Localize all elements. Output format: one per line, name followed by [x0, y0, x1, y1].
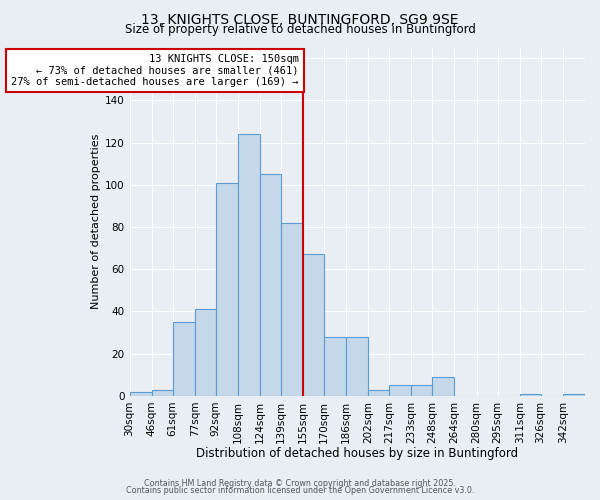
Bar	[368, 390, 389, 396]
Text: 13 KNIGHTS CLOSE: 150sqm
← 73% of detached houses are smaller (461)
27% of semi-: 13 KNIGHTS CLOSE: 150sqm ← 73% of detach…	[11, 54, 299, 87]
Bar	[389, 386, 412, 396]
Bar	[152, 390, 173, 396]
Bar	[520, 394, 541, 396]
Bar	[346, 336, 368, 396]
Text: 13, KNIGHTS CLOSE, BUNTINGFORD, SG9 9SE: 13, KNIGHTS CLOSE, BUNTINGFORD, SG9 9SE	[141, 12, 459, 26]
Bar	[215, 182, 238, 396]
X-axis label: Distribution of detached houses by size in Buntingford: Distribution of detached houses by size …	[196, 447, 518, 460]
Bar	[130, 392, 152, 396]
Bar	[324, 336, 346, 396]
Bar	[238, 134, 260, 396]
Bar	[260, 174, 281, 396]
Bar	[412, 386, 432, 396]
Bar	[432, 377, 454, 396]
Bar	[563, 394, 585, 396]
Y-axis label: Number of detached properties: Number of detached properties	[91, 134, 101, 310]
Bar	[173, 322, 195, 396]
Bar	[281, 222, 303, 396]
Bar	[303, 254, 324, 396]
Text: Size of property relative to detached houses in Buntingford: Size of property relative to detached ho…	[125, 24, 475, 36]
Bar	[195, 310, 215, 396]
Text: Contains public sector information licensed under the Open Government Licence v3: Contains public sector information licen…	[126, 486, 474, 495]
Text: Contains HM Land Registry data © Crown copyright and database right 2025.: Contains HM Land Registry data © Crown c…	[144, 478, 456, 488]
